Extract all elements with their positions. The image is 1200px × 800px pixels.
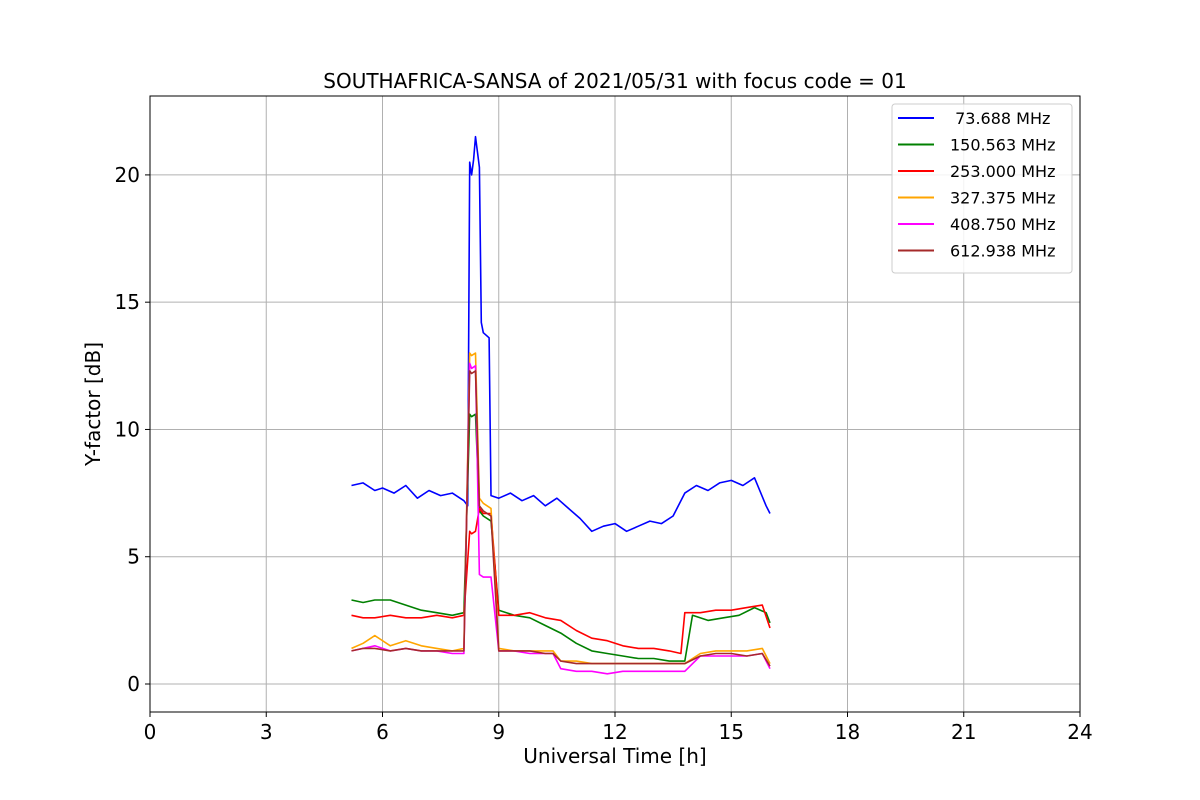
y-tick-label: 5 (127, 545, 140, 569)
x-axis-label: Universal Time [h] (523, 744, 706, 768)
legend-box (891, 103, 1073, 274)
chart-title: SOUTHAFRICA-SANSA of 2021/05/31 with foc… (323, 69, 907, 93)
x-tick-label: 18 (835, 720, 860, 744)
series-line-2 (351, 507, 771, 655)
legend-label: 253.000 MHz (950, 162, 1055, 181)
series-line-1 (351, 413, 771, 662)
y-tick-label: 10 (115, 417, 140, 441)
y-tick-label: 20 (115, 163, 140, 187)
x-tick-label: 3 (260, 720, 273, 744)
y-axis-label: Y-factor [dB] (81, 342, 105, 467)
y-tick-label: 0 (127, 672, 140, 696)
legend-label: 408.750 MHz (950, 215, 1055, 234)
series-line-5 (351, 370, 771, 667)
legend-label: 327.375 MHz (950, 189, 1055, 208)
legend-label: 612.938 MHz (950, 242, 1055, 261)
x-tick-label: 15 (719, 720, 744, 744)
y-tick-label: 15 (115, 290, 140, 314)
series-lines (351, 135, 771, 675)
x-tick-label: 6 (376, 720, 389, 744)
legend-label: 73.688 MHz (950, 109, 1050, 128)
x-tick-label: 12 (602, 720, 627, 744)
x-tick-label: 24 (1067, 720, 1092, 744)
series-line-4 (351, 362, 771, 675)
legend-label: 150.563 MHz (950, 136, 1055, 155)
series-line-0 (351, 135, 771, 533)
x-tick-label: 21 (951, 720, 976, 744)
legend: 73.688 MHz 150.563 MHz 253.000 MHz 327.375 … (891, 103, 1073, 274)
x-axis-ticks: 0 3 6 9 12 15 18 21 24 (144, 712, 1093, 744)
x-tick-label: 9 (492, 720, 505, 744)
y-axis-ticks: 0 5 10 15 20 (115, 163, 150, 696)
x-tick-label: 0 (144, 720, 157, 744)
